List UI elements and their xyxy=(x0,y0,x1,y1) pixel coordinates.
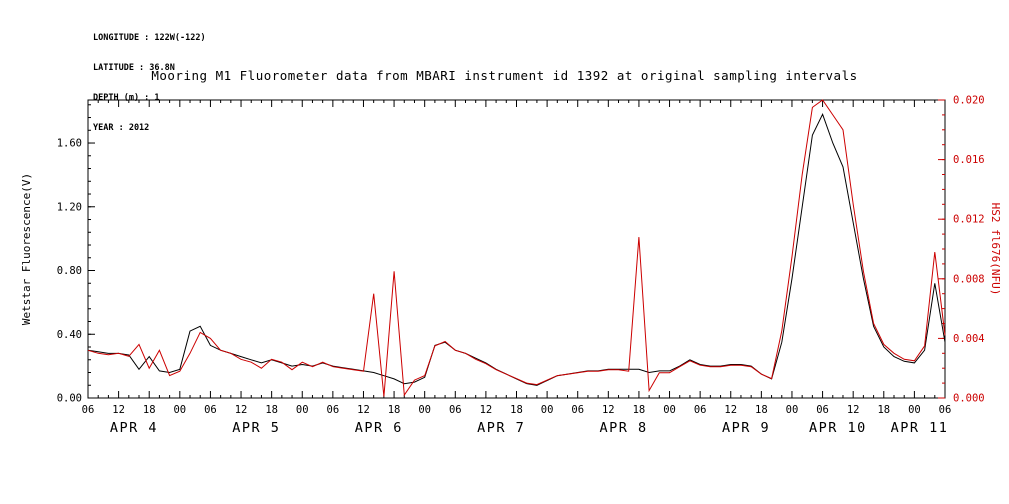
y-left-tick-label: 1.60 xyxy=(57,138,82,150)
x-day-label: APR 5 xyxy=(232,420,280,436)
x-tick-label: 18 xyxy=(143,404,156,416)
x-day-label: APR 4 xyxy=(110,420,158,436)
x-tick-label: 06 xyxy=(449,404,462,416)
x-day-label: APR 6 xyxy=(355,420,403,436)
y-right-axis-title: HS2 fl676(NFU) xyxy=(989,203,1002,296)
x-tick-label: 00 xyxy=(541,404,554,416)
x-tick-label: 12 xyxy=(357,404,370,416)
x-day-label: APR 9 xyxy=(722,420,770,436)
x-tick-label: 06 xyxy=(694,404,707,416)
x-tick-label: 06 xyxy=(939,404,952,416)
x-day-label: APR 7 xyxy=(477,420,525,436)
y-left-axis-title: Wetstar Fluorescence(V) xyxy=(20,173,33,325)
metadata-longitude: LONGITUDE : 122W(-122) xyxy=(93,33,206,43)
y-left-tick-label: 1.20 xyxy=(57,201,82,213)
x-tick-label: 00 xyxy=(663,404,676,416)
y-right-tick-label: 0.016 xyxy=(953,154,985,166)
x-tick-label: 18 xyxy=(510,404,523,416)
y-right-tick-label: 0.004 xyxy=(953,333,985,345)
x-tick-label: 00 xyxy=(908,404,921,416)
x-tick-label: 18 xyxy=(388,404,401,416)
x-tick-label: 00 xyxy=(296,404,309,416)
x-tick-label: 12 xyxy=(480,404,493,416)
x-day-label: APR 11 xyxy=(891,420,949,436)
metadata-depth: DEPTH (m) : 1 xyxy=(93,93,160,103)
x-day-label: APR 10 xyxy=(809,420,867,436)
chart-title: Mooring M1 Fluorometer data from MBARI i… xyxy=(151,68,858,83)
metadata-latitude: LATITUDE : 36.8N xyxy=(93,63,175,73)
y-left-tick-label: 0.40 xyxy=(57,329,82,341)
x-tick-label: 18 xyxy=(265,404,278,416)
x-tick-label: 18 xyxy=(633,404,646,416)
y-left-tick-label: 0.80 xyxy=(57,265,82,277)
series-hs2-fl676 xyxy=(87,99,946,397)
x-tick-label: 06 xyxy=(82,404,95,416)
x-tick-label: 18 xyxy=(755,404,768,416)
plot-frame xyxy=(87,99,946,399)
x-tick-label: 00 xyxy=(786,404,799,416)
x-tick-label: 12 xyxy=(235,404,248,416)
x-tick-label: 06 xyxy=(204,404,217,416)
x-day-label: APR 8 xyxy=(600,420,648,436)
y-right-tick-label: 0.020 xyxy=(953,95,985,107)
x-tick-label: 06 xyxy=(327,404,340,416)
y-right-tick-label: 0.012 xyxy=(953,214,985,226)
y-right-tick-label: 0.008 xyxy=(953,273,985,285)
x-tick-label: 12 xyxy=(847,404,860,416)
x-tick-label: 12 xyxy=(602,404,615,416)
x-tick-label: 12 xyxy=(112,404,125,416)
station-metadata: LONGITUDE : 122W(-122) LATITUDE : 36.8N … xyxy=(93,13,206,153)
x-tick-label: 00 xyxy=(173,404,186,416)
x-tick-label: 12 xyxy=(724,404,737,416)
y-right-tick-label: 0.000 xyxy=(953,393,985,405)
x-tick-label: 06 xyxy=(816,404,829,416)
series-wetstar-fluorescence xyxy=(87,113,946,386)
x-tick-label: 00 xyxy=(418,404,431,416)
x-tick-label: 18 xyxy=(877,404,890,416)
y-left-tick-label: 0.00 xyxy=(57,393,82,405)
x-tick-label: 06 xyxy=(571,404,584,416)
metadata-year: YEAR : 2012 xyxy=(93,123,150,133)
